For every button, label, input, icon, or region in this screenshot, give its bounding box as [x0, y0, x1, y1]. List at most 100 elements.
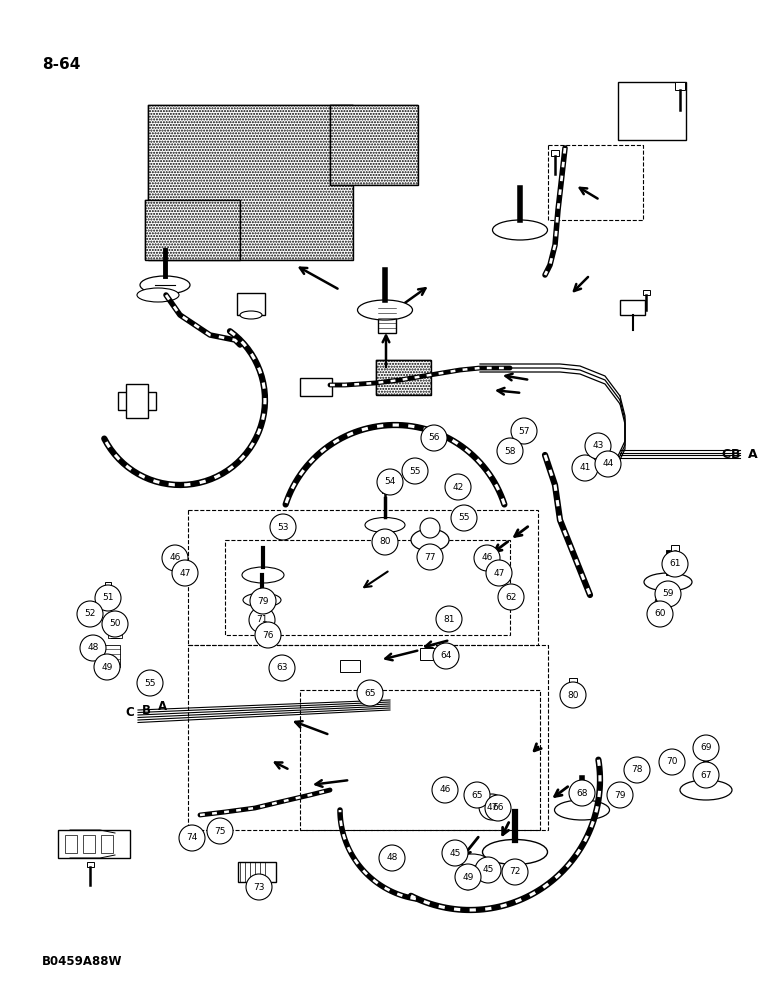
Circle shape — [246, 874, 272, 900]
Text: 55: 55 — [459, 514, 470, 522]
Circle shape — [421, 425, 447, 451]
Circle shape — [474, 545, 500, 571]
Text: 69: 69 — [700, 744, 711, 752]
Text: 55: 55 — [410, 466, 420, 476]
Circle shape — [445, 474, 471, 500]
Bar — [643, 290, 650, 295]
Circle shape — [464, 782, 490, 808]
Circle shape — [569, 780, 595, 806]
Text: 80: 80 — [379, 538, 391, 546]
Circle shape — [137, 670, 163, 696]
Text: A: A — [158, 700, 167, 714]
Bar — [188, 510, 538, 645]
Text: 60: 60 — [654, 609, 666, 618]
Text: 67: 67 — [700, 770, 711, 780]
Text: 79: 79 — [615, 790, 626, 800]
Text: 52: 52 — [84, 609, 96, 618]
Text: 76: 76 — [262, 631, 274, 640]
Text: 71: 71 — [257, 615, 268, 624]
Text: B: B — [731, 448, 740, 460]
Circle shape — [560, 682, 586, 708]
Text: 73: 73 — [254, 882, 264, 892]
Text: C: C — [722, 448, 731, 460]
Text: 49: 49 — [463, 872, 473, 882]
Ellipse shape — [457, 854, 487, 866]
Text: 65: 65 — [471, 790, 483, 800]
Text: 45: 45 — [482, 865, 494, 874]
Ellipse shape — [357, 300, 413, 320]
Text: 74: 74 — [186, 834, 197, 842]
Circle shape — [486, 560, 512, 586]
Circle shape — [693, 762, 719, 788]
Bar — [300, 690, 540, 830]
Bar — [58, 830, 130, 858]
Circle shape — [485, 795, 511, 821]
Circle shape — [269, 655, 295, 681]
Circle shape — [270, 514, 296, 540]
Circle shape — [372, 529, 398, 555]
Bar — [420, 648, 440, 660]
Bar — [101, 835, 113, 853]
Bar — [145, 200, 240, 260]
Text: 80: 80 — [567, 690, 579, 700]
Circle shape — [479, 794, 505, 820]
Text: 41: 41 — [580, 464, 590, 473]
Circle shape — [263, 635, 273, 645]
Circle shape — [624, 757, 650, 783]
Circle shape — [172, 560, 198, 586]
Ellipse shape — [140, 276, 190, 294]
Bar — [330, 105, 418, 185]
Circle shape — [420, 518, 440, 538]
Text: 8-64: 8-64 — [42, 57, 80, 72]
Bar — [551, 150, 559, 156]
Circle shape — [436, 606, 462, 632]
Bar — [675, 82, 685, 90]
Bar — [548, 145, 643, 220]
Ellipse shape — [680, 780, 732, 800]
Circle shape — [250, 588, 276, 614]
Bar — [618, 82, 686, 140]
Text: 47: 47 — [179, 568, 190, 578]
Text: 63: 63 — [276, 664, 288, 672]
Text: 45: 45 — [449, 848, 461, 857]
Circle shape — [179, 825, 205, 851]
Circle shape — [249, 607, 275, 633]
Text: 72: 72 — [509, 867, 521, 876]
Ellipse shape — [644, 573, 692, 591]
Ellipse shape — [137, 288, 179, 302]
Ellipse shape — [240, 311, 262, 319]
Bar — [87, 862, 94, 867]
Ellipse shape — [555, 800, 609, 820]
Text: 46: 46 — [439, 786, 451, 794]
Circle shape — [77, 601, 103, 627]
Ellipse shape — [365, 518, 405, 532]
Text: 59: 59 — [662, 589, 674, 598]
Text: 43: 43 — [592, 442, 604, 450]
Circle shape — [502, 859, 528, 885]
Circle shape — [263, 620, 273, 630]
Bar — [238, 862, 276, 882]
Circle shape — [107, 665, 117, 675]
Bar — [569, 678, 577, 684]
Ellipse shape — [243, 593, 281, 607]
Text: 49: 49 — [101, 662, 112, 672]
Text: 66: 66 — [492, 804, 504, 812]
Text: 79: 79 — [257, 596, 269, 605]
Circle shape — [659, 749, 685, 775]
Circle shape — [255, 622, 281, 648]
Bar — [126, 384, 148, 418]
Bar — [118, 392, 156, 410]
Bar — [148, 105, 353, 260]
Text: 50: 50 — [109, 619, 121, 629]
Bar — [378, 305, 396, 333]
Circle shape — [357, 680, 383, 706]
Circle shape — [475, 857, 501, 883]
Text: 53: 53 — [277, 522, 289, 532]
Circle shape — [95, 585, 121, 611]
Ellipse shape — [242, 567, 284, 583]
Bar — [65, 835, 77, 853]
Bar — [671, 545, 679, 551]
Bar — [225, 540, 510, 635]
Text: A: A — [748, 448, 757, 460]
Text: 61: 61 — [669, 560, 681, 568]
